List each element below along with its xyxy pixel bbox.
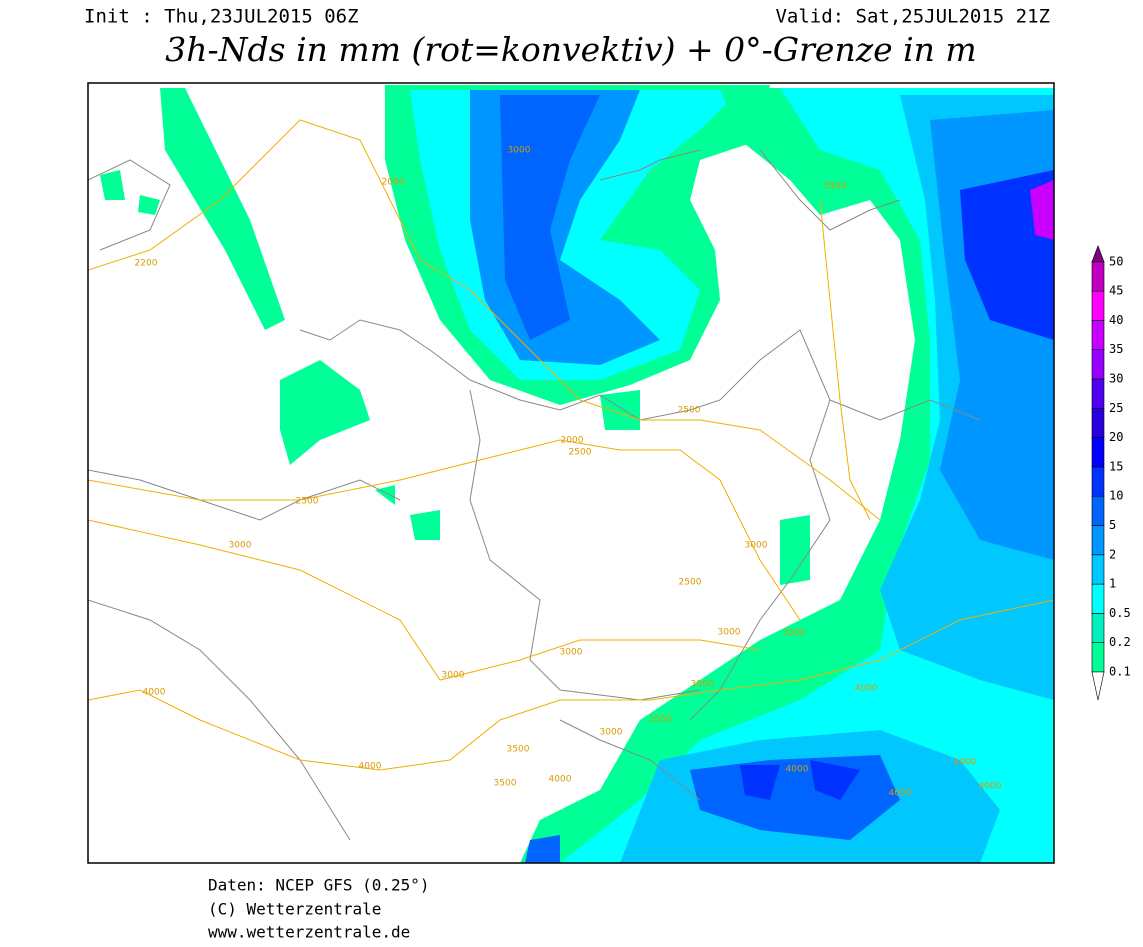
contour-label: 3500 — [649, 715, 672, 725]
map-area: 2000 2200 2500 3000 3500 3000 2000 2500 2500 3000… — [88, 83, 1054, 863]
contour-label: 3000 — [745, 541, 768, 551]
contour-label: 2500 — [296, 497, 319, 507]
legend-label: 45 — [1109, 284, 1123, 298]
url-text: www.wetterzentrale.de — [208, 923, 410, 942]
legend-label: 15 — [1109, 459, 1123, 473]
legend-swatch — [1091, 407, 1105, 438]
contour-label: 2000 — [561, 436, 584, 446]
legend-cap — [1091, 671, 1105, 701]
contour-label: 4000 — [954, 758, 977, 768]
legend-label: 35 — [1109, 342, 1123, 356]
contour-label: 3000 — [229, 541, 252, 551]
init-time: Init : Thu,23JUL2015 06Z — [84, 6, 359, 28]
legend-swatch — [1091, 642, 1105, 673]
contour-label: 3000 — [691, 680, 714, 690]
legend-label: 30 — [1109, 372, 1123, 386]
contour-label: 4000 — [359, 762, 382, 772]
legend-label: 5 — [1109, 518, 1116, 532]
legend-label: 2 — [1109, 547, 1116, 561]
legend-swatch — [1091, 378, 1105, 409]
legend-label: 0.2 — [1109, 635, 1131, 649]
legend-swatch — [1091, 320, 1105, 350]
legend-swatch — [1091, 349, 1105, 380]
contour-label: 3000 — [442, 671, 465, 681]
contour-label: 3000 — [600, 728, 623, 738]
legend-swatch — [1091, 261, 1105, 292]
contour-label: 2200 — [135, 259, 158, 269]
legend-swatch — [1091, 525, 1105, 556]
contour-label: 3500 — [783, 629, 806, 639]
legend-label: 0.5 — [1109, 606, 1131, 620]
freezing-level-contours — [88, 119, 1054, 771]
legend-swatch — [1091, 583, 1105, 614]
legend-label: 0.1 — [1109, 665, 1131, 679]
contour-label: 4000 — [979, 782, 1002, 792]
contour-label: 4000 — [143, 688, 166, 698]
contour-label: 4000 — [889, 789, 912, 799]
legend-label: 1 — [1109, 577, 1116, 591]
contour-label: 4000 — [549, 775, 572, 785]
contour-label: 2000 — [382, 178, 405, 188]
legend-swatch — [1091, 437, 1105, 468]
contour-label: 4000 — [855, 684, 878, 694]
contour-label: 3500 — [507, 745, 530, 755]
legend-label: 25 — [1109, 401, 1123, 415]
precip-fields — [100, 85, 1054, 863]
legend-swatch — [1091, 613, 1105, 644]
source-text: Daten: NCEP GFS (0.25°) — [208, 876, 430, 895]
legend-label: 20 — [1109, 430, 1123, 444]
legend-label: 50 — [1109, 254, 1123, 268]
contour-label: 2500 — [679, 578, 702, 588]
contour-label: 2500 — [678, 406, 701, 416]
copyright-text: (C) Wetterzentrale — [208, 900, 381, 919]
contour-label: 4000 — [786, 765, 809, 775]
valid-time: Valid: Sat,25JUL2015 21Z — [775, 6, 1050, 28]
legend-label: 10 — [1109, 489, 1123, 503]
contour-labels: 2000 2200 2500 3000 3500 3000 2000 2500 2500 3000… — [135, 146, 1002, 799]
legend-swatch — [1091, 495, 1105, 526]
map-frame — [87, 82, 1055, 864]
legend-swatch — [1091, 290, 1105, 321]
legend-swatch — [1091, 466, 1105, 497]
contour-label: 3000 — [508, 146, 531, 156]
contour-label: 3000 — [560, 648, 583, 658]
legend-label: 40 — [1109, 313, 1123, 327]
contour-label: 3500 — [824, 182, 847, 192]
contour-label: 3500 — [494, 779, 517, 789]
contour-label: 2500 — [569, 448, 592, 458]
contour-label: 3000 — [718, 628, 741, 638]
legend-swatch — [1091, 554, 1105, 585]
legend-cap — [1091, 244, 1105, 263]
map-title: 3h-Nds in mm (rot=konvektiv) + 0°-Grenze… — [165, 30, 976, 69]
